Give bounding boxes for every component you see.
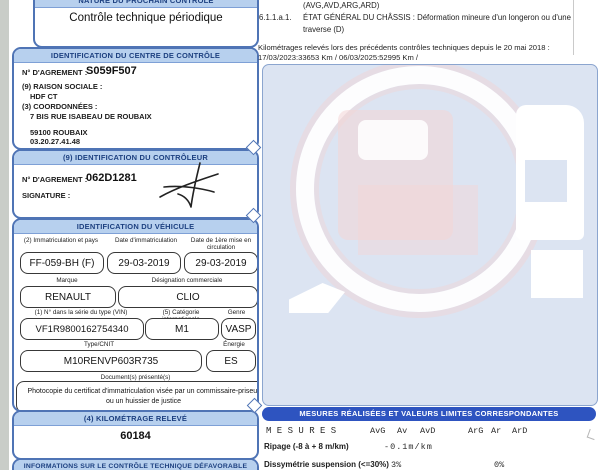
kilometrage-value: 60184 xyxy=(120,430,151,442)
defect-line2: traverse (D) xyxy=(303,25,345,34)
mesures-col-arg: ArG xyxy=(468,426,484,436)
mesures-header-bar: MESURES RÉALISÉES ET VALEURS LIMITES COR… xyxy=(262,407,596,421)
centre-agrement-label: N° D'AGREMENT : xyxy=(22,68,88,77)
immat-label: (2) Immatriculation et pays xyxy=(23,237,99,244)
date-immat-label: Date d'immatriculation xyxy=(114,237,178,244)
type-cnit-value: M10RENVP603R735 xyxy=(20,350,202,372)
documents-value: Photocopie du certificat d'immatriculati… xyxy=(16,381,257,410)
section-kilometrage: (4) KILOMÉTRAGE RELEVÉ 60184 xyxy=(12,410,259,460)
type-cnit-label: Type/CNIT xyxy=(83,341,115,348)
mesures-col-avd: AvD xyxy=(420,426,436,436)
dissymetrie-arg-value: 0% xyxy=(494,460,505,470)
vin-value: VF1R9800162754340 xyxy=(20,318,144,340)
defect-line1: ÉTAT GÉNÉRAL DU CHÂSSIS : Déformation mi… xyxy=(303,13,571,22)
marque-value: RENAULT xyxy=(20,286,116,308)
section-nature-prochain-controle: NATURE DU PROCHAIN CONTROLE Contrôle tec… xyxy=(33,0,259,48)
section-header-defavorable: INFORMATIONS SUR LE CONTRÔLE TECHNIQUE D… xyxy=(14,460,257,470)
scan-left-margin xyxy=(0,0,9,470)
immat-value: FF-059-BH (F) xyxy=(20,252,104,274)
centre-coordonnees-label: (3) COORDONNÉES : xyxy=(22,102,98,111)
categorie-value: M1 xyxy=(145,318,219,340)
documents-label: Document(s) présenté(s) xyxy=(100,374,171,381)
centre-address-line2: 59100 ROUBAIX xyxy=(30,128,88,137)
controleur-agrement-value: 062D1281 xyxy=(86,172,137,184)
stamp-panel xyxy=(262,64,598,406)
section-header-centre: IDENTIFICATION DU CENTRE DE CONTRÔLE xyxy=(14,49,257,63)
date-circulation-value: 29-03-2019 xyxy=(184,252,257,274)
defect-axles-line: (AVG,AVD,ARG,ARD) xyxy=(303,1,380,10)
pen-nib-watermark xyxy=(289,283,345,313)
genre-label: Genre xyxy=(227,309,246,316)
centre-address-line1: 7 BIS RUE ISABEAU DE ROUBAIX xyxy=(30,112,152,121)
section-defavorable: INFORMATIONS SUR LE CONTRÔLE TECHNIQUE D… xyxy=(12,458,259,470)
truck-window-watermark xyxy=(525,160,567,202)
signature-mark xyxy=(159,162,219,208)
section-header-kilometrage: (4) KILOMÉTRAGE RELEVÉ xyxy=(14,412,257,426)
controleur-signature-label: SIGNATURE : xyxy=(22,191,71,200)
date-immat-value: 29-03-2019 xyxy=(107,252,181,274)
truck-lower-watermark xyxy=(531,250,583,298)
vin-label: (1) N° dans la série du type (VIN) xyxy=(34,309,128,316)
section-centre-de-controle: IDENTIFICATION DU CENTRE DE CONTRÔLE N° … xyxy=(12,47,259,150)
dissymetrie-avg-value: 3% xyxy=(391,460,402,470)
mesures-col-av: Av xyxy=(397,426,408,436)
defect-code: 6.1.1.a.1. xyxy=(259,13,292,22)
pen-tick-mark xyxy=(586,428,598,441)
centre-raison-label: (9) RAISON SOCIALE : xyxy=(22,82,103,91)
mesures-col-ard: ArD xyxy=(512,426,528,436)
mesures-col-ar: Ar xyxy=(491,426,502,436)
mesures-row-title: M E S U R E S xyxy=(266,426,337,436)
designation-value: CLIO xyxy=(118,286,257,308)
nature-controle-value: Contrôle technique périodique xyxy=(69,12,223,24)
controleur-agrement-label: N° D'AGREMENT : xyxy=(22,175,88,184)
stamp-vehicle-window-watermark xyxy=(358,120,428,160)
section-vehicule: IDENTIFICATION DU VÉHICULE (2) Immatricu… xyxy=(12,218,259,412)
mesures-col-avg: AvG xyxy=(370,426,386,436)
centre-raison-value: HDF CT xyxy=(30,92,58,101)
stamp-vehicle-body-watermark xyxy=(358,185,478,255)
centre-phone: 03.20.27.41.48 xyxy=(30,137,81,146)
energie-value: ES xyxy=(206,350,256,372)
ripage-value: -0.1m/km xyxy=(384,442,433,452)
section-controleur: (9) IDENTIFICATION DU CONTRÔLEUR N° D'AG… xyxy=(12,149,259,219)
centre-agrement-value: S059F507 xyxy=(86,65,137,77)
marque-label: Marque xyxy=(56,277,78,284)
km-history-line2: 17/03/2023:33653 Km / 06/03/2025:52995 K… xyxy=(258,53,419,62)
date-circulation-label: Date de 1ère mise en circulation xyxy=(190,237,252,252)
section-header-nature: NATURE DU PROCHAIN CONTROLE xyxy=(35,0,257,8)
dissymetrie-label: Dissymétrie suspension (<=30%) xyxy=(264,460,389,469)
section-header-vehicule: IDENTIFICATION DU VÉHICULE xyxy=(14,220,257,234)
ripage-label: Ripage (-8 à + 8 m/km) xyxy=(264,442,349,451)
section-header-controleur: (9) IDENTIFICATION DU CONTRÔLEUR xyxy=(14,151,257,165)
genre-value: VASP xyxy=(221,318,256,340)
energie-label: Énergie xyxy=(223,341,245,348)
scan-fold-line xyxy=(573,0,574,55)
designation-label: Désignation commerciale xyxy=(151,277,223,284)
km-history-line1: Kilométrages relevés lors des précédents… xyxy=(258,43,550,52)
